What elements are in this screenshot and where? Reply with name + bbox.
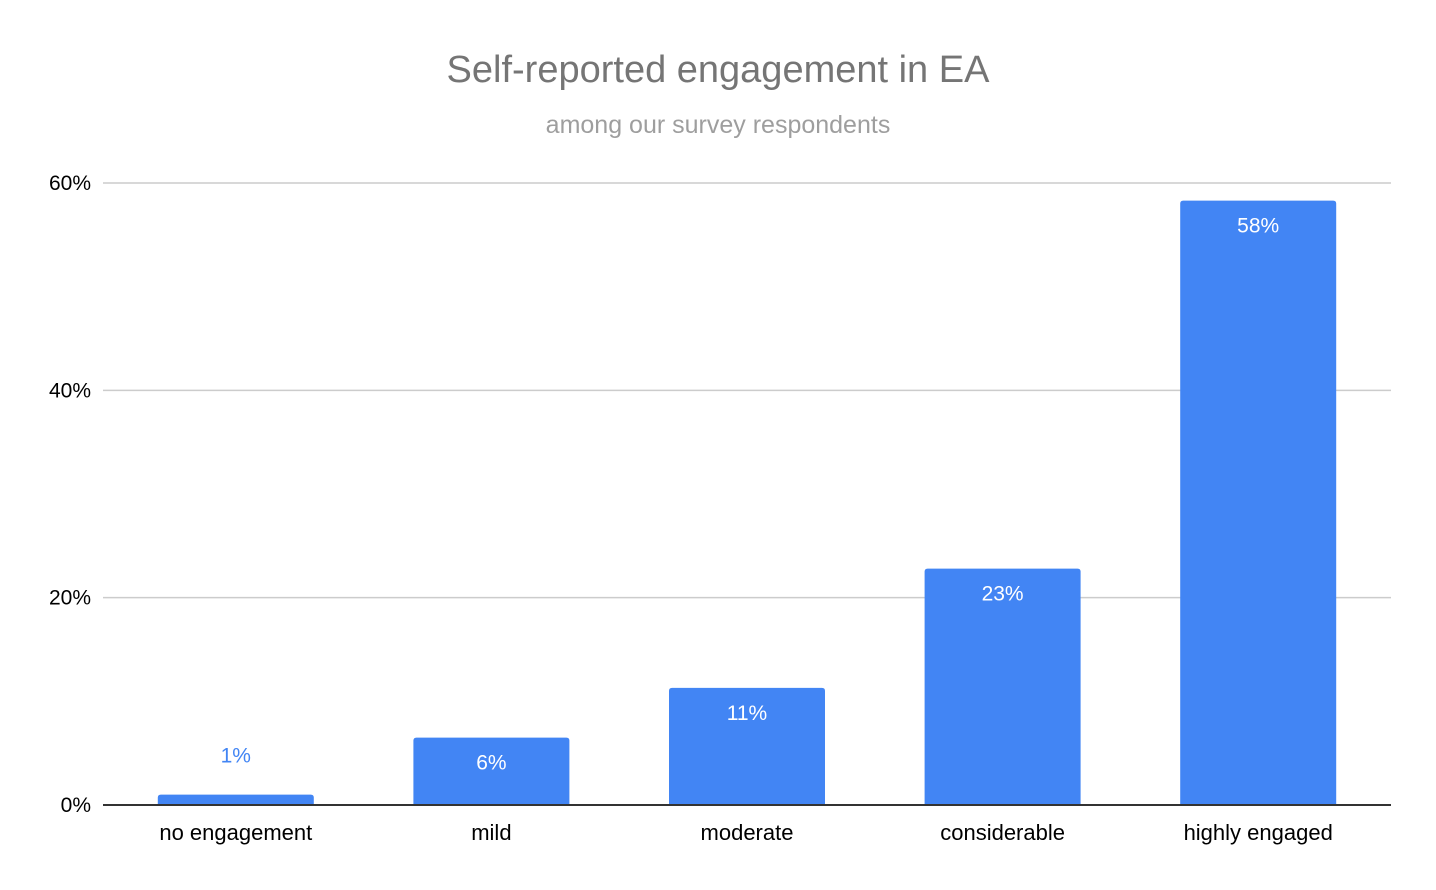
- data-label: 23%: [982, 583, 1024, 606]
- data-label: 6%: [476, 752, 506, 775]
- y-tick-label: 20%: [49, 587, 91, 610]
- y-tick-label: 40%: [49, 379, 91, 402]
- bars: [157, 200, 1337, 805]
- bar: [924, 568, 1081, 805]
- data-label: 58%: [1237, 215, 1279, 238]
- bar: [1180, 200, 1337, 805]
- chart-subtitle: among our survey respondents: [546, 111, 891, 139]
- x-category-label: highly engaged: [1184, 820, 1333, 845]
- data-labels: 1% 6% 11% 23% 58%: [221, 215, 1280, 775]
- x-category-label: moderate: [701, 820, 794, 845]
- bar: [669, 687, 825, 805]
- chart-title: Self-reported engagement in EA: [447, 49, 991, 91]
- x-category-label: mild: [471, 820, 511, 845]
- y-tick-label: 0%: [61, 794, 91, 817]
- y-tick-label: 60%: [49, 172, 91, 195]
- gridlines: [103, 182, 1391, 599]
- y-axis-ticks: 0% 20% 40% 60%: [49, 172, 91, 817]
- x-axis-categories: no engagement mild moderate considerable hig…: [159, 820, 1332, 845]
- bar: [157, 794, 314, 805]
- bar: [413, 737, 570, 805]
- data-label: 11%: [727, 702, 767, 725]
- x-category-label: considerable: [940, 820, 1065, 845]
- data-label: 1%: [221, 745, 251, 768]
- x-category-label: no engagement: [159, 820, 312, 845]
